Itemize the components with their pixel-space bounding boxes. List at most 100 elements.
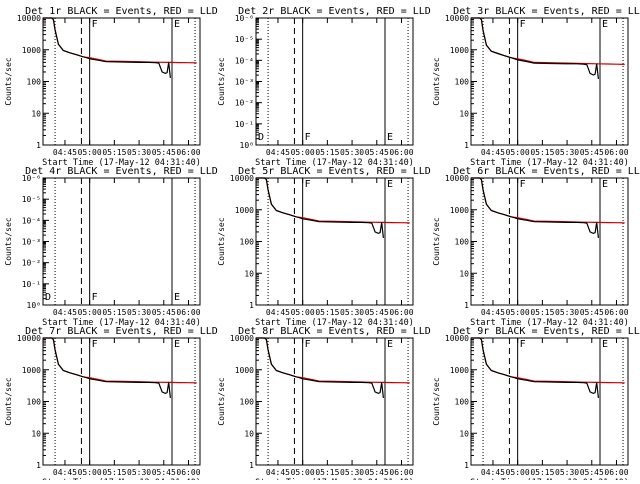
x-tick-label: 05:00: [78, 308, 102, 317]
y-tick-label: 1000: [235, 366, 254, 375]
y-tick-label: 10⁻¹: [235, 120, 254, 129]
plot-frame: [255, 177, 414, 306]
panel-title: Det 8r BLACK = Events, RED = LLD: [238, 326, 431, 337]
marker-label: E: [174, 19, 180, 30]
events-series-line: [471, 17, 599, 80]
y-axis-label: Counts/sec: [217, 377, 226, 425]
x-tick-label: 04:45: [481, 148, 505, 157]
x-tick-label: 05:30: [555, 468, 579, 477]
x-tick-label: 06:00: [604, 148, 628, 157]
y-tick-label: 10000: [230, 174, 254, 183]
y-tick-label: 1: [36, 461, 41, 470]
x-tick-label: 05:15: [102, 148, 126, 157]
y-axis-label: Counts/sec: [4, 377, 13, 425]
panel-title: Det 6r BLACK = Events, RED = LLD: [453, 166, 640, 177]
marker-label: F: [92, 292, 98, 303]
marker-label: F: [305, 179, 311, 190]
events-series-line: [471, 337, 599, 398]
y-tick-label: 10⁻¹: [22, 280, 41, 289]
plot-frame: [255, 337, 414, 466]
marker-label: F: [520, 179, 526, 190]
y-tick-label: 10: [244, 269, 254, 278]
x-tick-label: 06:00: [604, 468, 628, 477]
marker-label: F: [92, 19, 98, 30]
x-tick-label: 05:45: [365, 468, 389, 477]
y-tick-label: 10: [31, 109, 41, 118]
plot-frame: [42, 177, 201, 306]
x-tick-label: 05:15: [530, 308, 554, 317]
y-tick-label: 10⁻³: [235, 78, 254, 87]
x-axis-label: Start Time (17-May-12 04:31:40): [255, 158, 414, 168]
panel-det-8: Det 8r BLACK = Events, RED = LLD 1 10 100 10…: [217, 326, 431, 484]
y-tick-label: 100: [455, 398, 470, 407]
y-tick-label: 1000: [22, 366, 41, 375]
y-tick-label: 10000: [230, 334, 254, 343]
y-tick-label: 100: [27, 398, 42, 407]
plot-frame: [470, 177, 629, 306]
x-tick-label: 05:45: [580, 148, 604, 157]
x-tick-label: 05:30: [127, 468, 151, 477]
x-tick-label: 05:00: [506, 468, 530, 477]
marker-label: F: [305, 132, 311, 143]
events-series-line: [43, 337, 171, 398]
marker-label: F: [92, 339, 98, 350]
x-axis-label: Start Time (17-May-12 04:31:40): [470, 158, 629, 168]
plot-frame: [470, 17, 629, 146]
marker-label: E: [602, 179, 608, 190]
x-tick-label: 05:30: [340, 148, 364, 157]
x-tick-label: 05:15: [530, 148, 554, 157]
y-tick-label: 10: [459, 109, 469, 118]
panel-det-6: Det 6r BLACK = Events, RED = LLD 1 10 100 10…: [432, 166, 640, 328]
panel-det-3: Det 3r BLACK = Events, RED = LLD 1 10 100 10…: [432, 6, 640, 168]
events-series-line: [43, 17, 171, 78]
x-tick-label: 05:30: [555, 308, 579, 317]
marker-label: E: [602, 19, 608, 30]
y-axis-label: Counts/sec: [217, 217, 226, 265]
y-tick-label: 10000: [17, 334, 41, 343]
x-tick-label: 05:15: [315, 308, 339, 317]
y-tick-label: 100: [240, 398, 255, 407]
y-tick-label: 10⁰: [27, 301, 41, 310]
panel-det-7: Det 7r BLACK = Events, RED = LLD 1 10 100 10…: [4, 326, 218, 484]
y-tick-label: 10⁻⁶: [235, 14, 254, 23]
marker-label: E: [387, 132, 393, 143]
y-tick-label: 1000: [450, 206, 469, 215]
y-tick-label: 10000: [445, 174, 469, 183]
x-axis-label: Start Time (17-May-12 04:31:40): [42, 158, 201, 168]
marker-label: F: [305, 339, 311, 350]
y-tick-label: 10: [459, 429, 469, 438]
y-axis-label: Counts/sec: [4, 57, 13, 105]
x-tick-label: 06:00: [176, 148, 200, 157]
y-tick-label: 1000: [22, 46, 41, 55]
x-tick-label: 04:45: [266, 468, 290, 477]
x-tick-label: 05:30: [340, 308, 364, 317]
panel-title: Det 4r BLACK = Events, RED = LLD: [25, 166, 218, 177]
x-axis-label: Start Time (17-May-12 04:31:40): [42, 318, 201, 328]
y-tick-label: 10000: [445, 334, 469, 343]
panel-title: Det 7r BLACK = Events, RED = LLD: [25, 326, 218, 337]
y-tick-label: 10⁻²: [22, 259, 41, 268]
x-tick-label: 06:00: [176, 308, 200, 317]
marker-label: F: [520, 19, 526, 30]
x-tick-label: 05:45: [365, 308, 389, 317]
x-tick-label: 05:00: [291, 148, 315, 157]
x-tick-label: 04:45: [266, 308, 290, 317]
y-tick-label: 10000: [17, 14, 41, 23]
x-tick-label: 05:30: [127, 148, 151, 157]
panel-title: Det 2r BLACK = Events, RED = LLD: [238, 6, 431, 17]
marker-label: E: [387, 339, 393, 350]
y-tick-label: 1000: [235, 206, 254, 215]
x-tick-label: 04:45: [53, 148, 77, 157]
x-tick-label: 06:00: [176, 468, 200, 477]
plot-frame: [42, 17, 201, 146]
y-tick-label: 1: [464, 301, 469, 310]
x-tick-label: 05:45: [580, 308, 604, 317]
x-tick-label: 04:45: [53, 468, 77, 477]
plot-frame: [255, 17, 414, 146]
x-tick-label: 04:45: [481, 308, 505, 317]
y-tick-label: 10: [31, 429, 41, 438]
marker-label: E: [174, 339, 180, 350]
x-tick-label: 04:45: [53, 308, 77, 317]
